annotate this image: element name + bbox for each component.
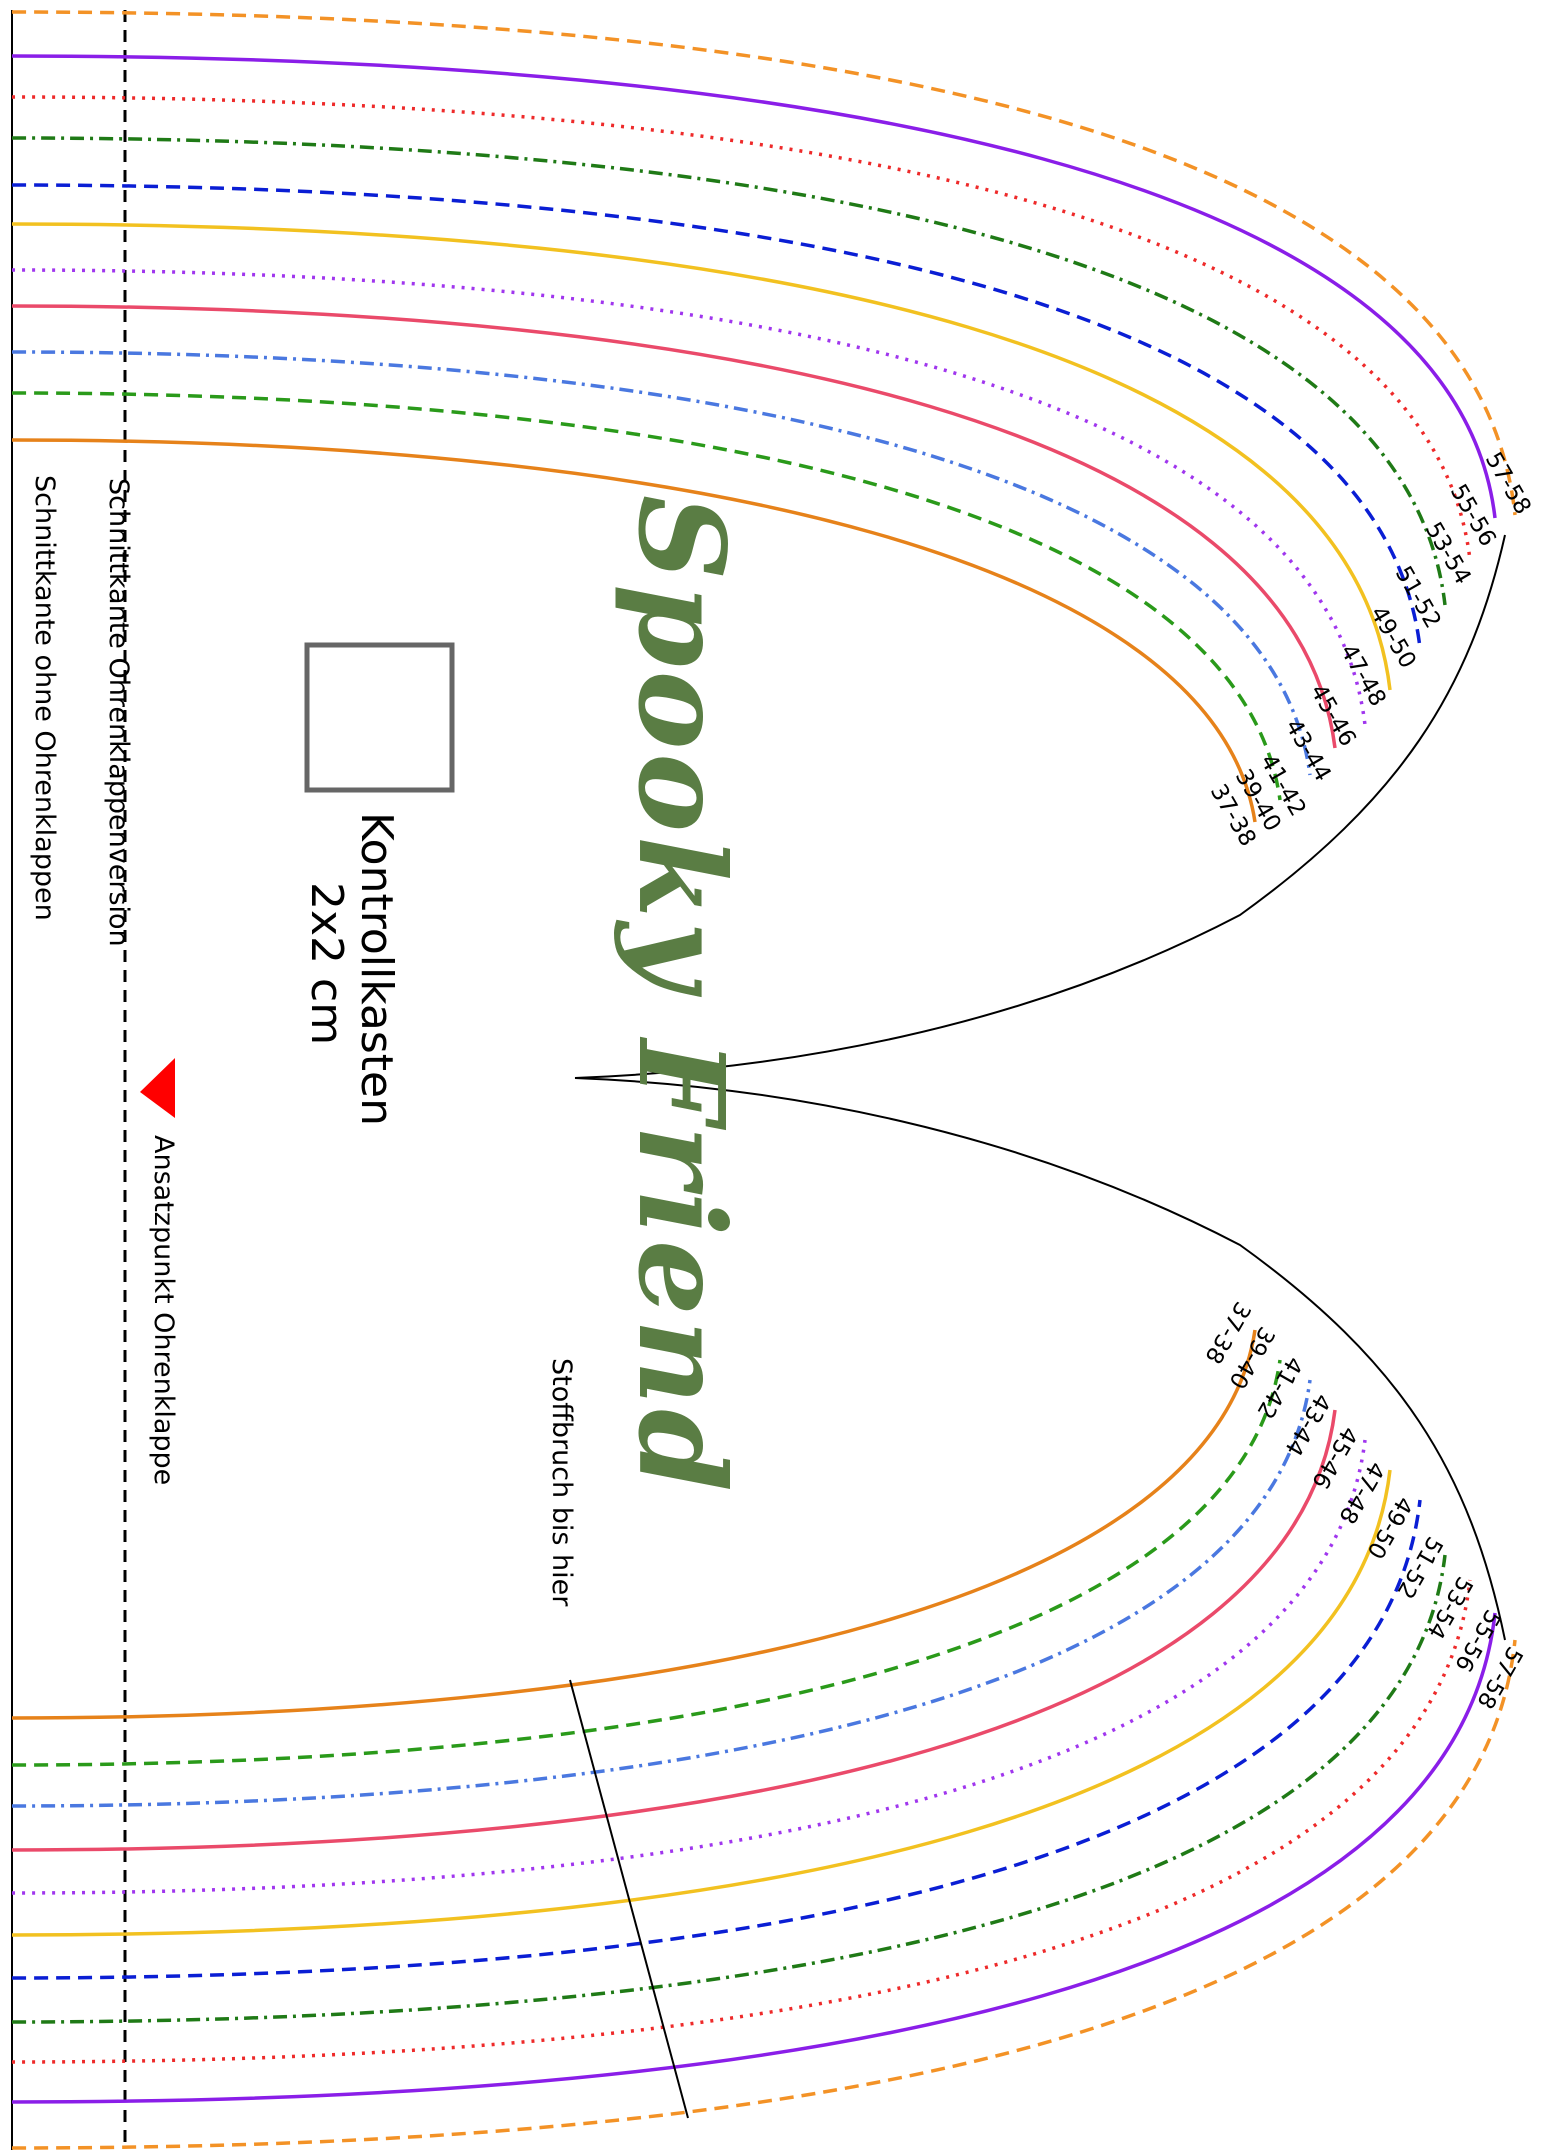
earflap-marker-icon xyxy=(140,1058,175,1118)
earflap-attach-label: Ansatzpunkt Ohrenklappe xyxy=(148,1135,179,1485)
size-curve-53-54 xyxy=(11,95,1472,2064)
size-curve-37-38 xyxy=(11,438,1257,1720)
fold-line xyxy=(569,1679,689,2119)
control-box xyxy=(304,642,455,793)
size-curve-51-52 xyxy=(11,136,1447,2024)
control-box-title: Kontrollkasten xyxy=(351,812,402,1126)
cut-edge-label: Schnittkante ohne Ohrenklappen xyxy=(29,475,60,921)
control-box-size: 2x2 cm xyxy=(301,882,352,1045)
size-curve-43-44 xyxy=(11,304,1337,1852)
brand-name: Spooky Friend xyxy=(612,495,751,1496)
size-curve-39-40 xyxy=(11,391,1282,1767)
size-curve-49-50 xyxy=(11,183,1422,1980)
size-curve-47-48 xyxy=(11,222,1392,1937)
size-labels: 57-5857-5855-5655-5653-5453-5451-5251-52… xyxy=(1199,448,1535,1713)
fold-label: Stoffbruch bis hier xyxy=(546,1358,577,1607)
size-curve-41-42 xyxy=(11,350,1312,1808)
size-curve-57-58 xyxy=(11,10,1517,2150)
size-curves xyxy=(11,10,1517,2150)
earflap-cut-edge-label: Schnittkante Ohrenklappenversion xyxy=(103,478,134,947)
size-curve-45-46 xyxy=(11,268,1367,1895)
size-curve-55-56 xyxy=(11,54,1497,2104)
outer-outline-path xyxy=(574,534,1506,1641)
